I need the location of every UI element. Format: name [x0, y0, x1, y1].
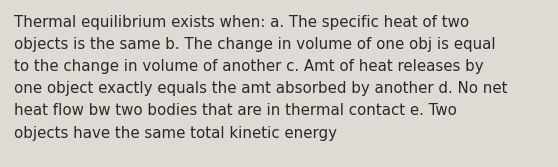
Text: Thermal equilibrium exists when: a. The specific heat of two
objects is the same: Thermal equilibrium exists when: a. The …	[14, 15, 507, 141]
